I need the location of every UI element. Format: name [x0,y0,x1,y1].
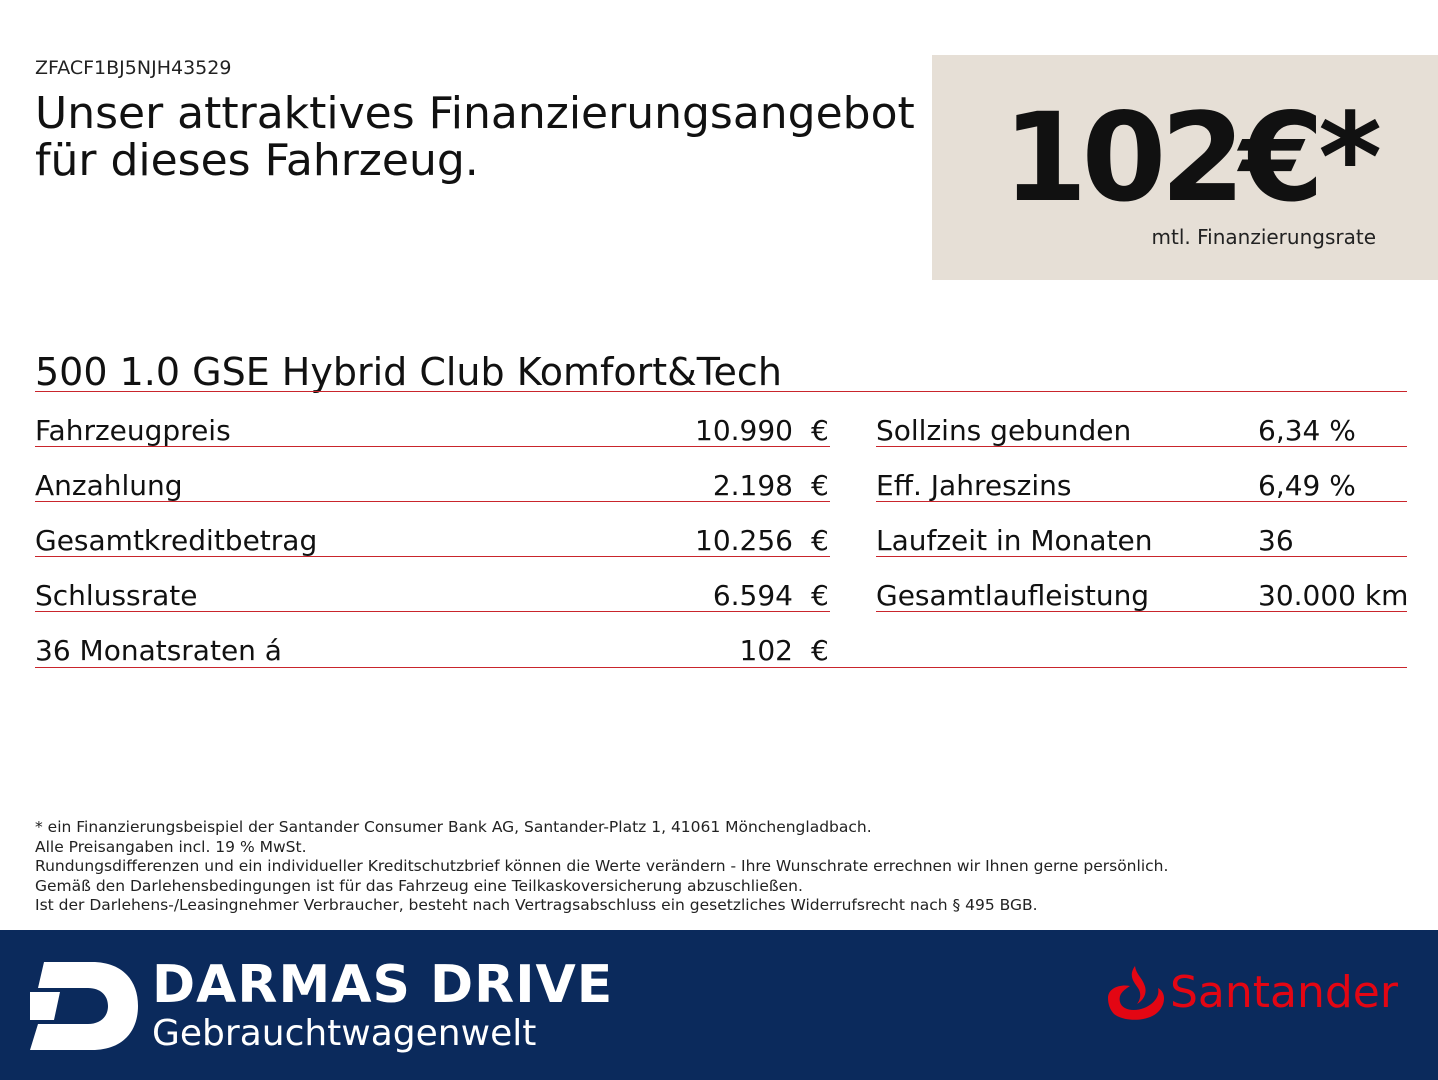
footnote-line: Alle Preisangaben incl. 19 % MwSt. [35,837,307,856]
row-value: 10.990 [695,414,793,447]
row-value: 6,34 % [1258,414,1356,447]
currency-symbol: € [811,414,829,447]
footnote-line: Gemäß den Darlehensbedingungen ist für d… [35,876,803,895]
row-value: 2.198 [712,469,793,502]
monthly-rate-box: 102€* mtl. Finanzierungsrate [932,55,1438,280]
row-value: 102 [739,634,793,667]
row-divider [35,446,830,447]
monthly-rate-amount: 102€* [1002,87,1382,229]
row-label: Anzahlung [35,469,183,502]
row-divider [35,556,830,557]
model-title: 500 1.0 GSE Hybrid Club Komfort&Tech [35,350,782,394]
row-divider [876,446,1407,447]
row-value: 36 [1258,524,1294,557]
headline-line-1: Unser attraktives Finanzierungsangebot [35,88,915,139]
row-value: 30.000 km [1258,579,1409,612]
currency-symbol: € [811,469,829,502]
row-label: Gesamtlaufleistung [876,579,1150,612]
brand-name: DARMAS DRIVE [152,955,614,1015]
partner-name: Santander [1170,967,1398,1018]
row-label: Laufzeit in Monaten [876,524,1153,557]
brand-tagline: Gebrauchtwagenwelt [152,1013,537,1054]
headline-line-2: für dieses Fahrzeug. [35,135,479,186]
legal-footnote: * ein Finanzierungsbeispiel der Santande… [35,818,1168,916]
currency-symbol: € [811,634,829,667]
row-label: Gesamtkreditbetrag [35,524,318,557]
row-value: 6,49 % [1258,469,1356,502]
row-value: 10.256 [695,524,793,557]
row-label: 36 Monatsraten á [35,634,282,667]
row-divider [35,611,830,612]
currency-symbol: € [811,579,829,612]
footer-banner: DARMAS DRIVE Gebrauchtwagenwelt Santande… [0,930,1438,1080]
footnote-line: * ein Finanzierungsbeispiel der Santande… [35,818,872,836]
row-label: Schlussrate [35,579,198,612]
table-bottom-divider [35,667,1407,668]
footnote-line: Rundungsdifferenzen und ein individuelle… [35,857,1169,875]
row-value: 6.594 [712,579,793,612]
model-divider [35,391,1407,392]
row-divider [35,501,830,502]
currency-symbol: € [811,524,829,557]
row-label: Fahrzeugpreis [35,414,231,447]
row-divider [876,501,1407,502]
row-label: Sollzins gebunden [876,414,1132,447]
row-divider [876,556,1407,557]
footnote-line: Ist der Darlehens-/Leasingnehmer Verbrau… [35,896,1038,914]
headline: Unser attraktives Finanzierungsangebot f… [35,90,915,184]
santander-flame-icon [1108,966,1164,1020]
darmas-d-logo-icon [30,962,138,1050]
vin-number: ZFACF1BJ5NJH43529 [35,57,232,79]
row-label: Eff. Jahreszins [876,469,1072,502]
row-divider [876,611,1407,612]
monthly-rate-label: mtl. Finanzierungsrate [1151,225,1376,249]
